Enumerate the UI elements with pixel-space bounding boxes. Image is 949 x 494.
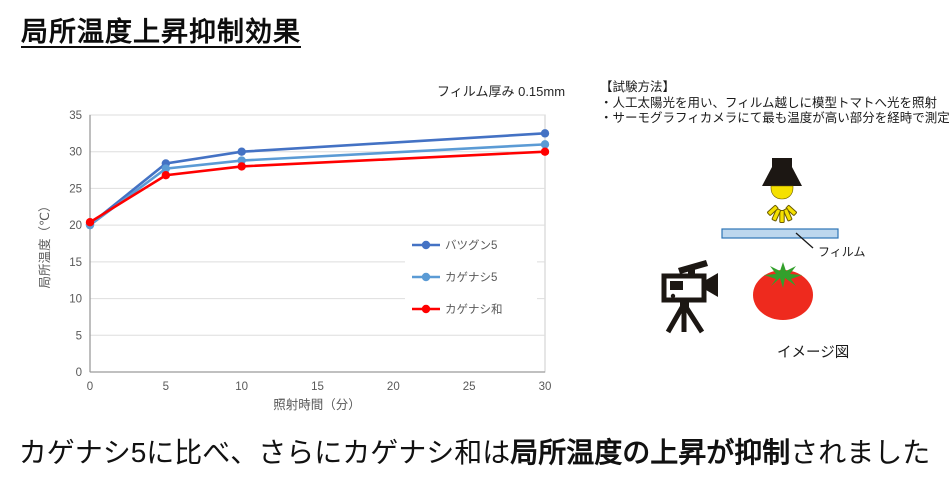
series-line bbox=[89, 143, 546, 227]
legend-label: カゲナシ5 bbox=[445, 271, 497, 284]
test-method-line: ・サーモグラフィカメラにて最も温度が高い部分を経時で測定 bbox=[600, 111, 949, 125]
test-method-block: 【試験方法】 ・人工太陽光を用い、フィルム越しに模型トマトへ光を照射 ・サーモグ… bbox=[600, 80, 949, 127]
data-point bbox=[237, 162, 246, 171]
test-method-heading: 【試験方法】 bbox=[600, 80, 676, 94]
legend-label: カゲナシ和 bbox=[445, 303, 503, 316]
svg-text:20: 20 bbox=[69, 220, 82, 232]
lamp-icon bbox=[762, 158, 802, 223]
film-thickness-note: フィルム厚み 0.15mm bbox=[437, 84, 565, 99]
legend-label: バツグン5 bbox=[445, 238, 497, 252]
film-pointer-line bbox=[795, 232, 814, 249]
data-point bbox=[161, 171, 171, 180]
svg-text:15: 15 bbox=[311, 381, 324, 393]
conclusion-text: カゲナシ5に比べ、さらにカゲナシ和は局所温度の上昇が抑制されました bbox=[0, 431, 949, 471]
conclusion-highlight: 局所温度の上昇が抑制 bbox=[510, 437, 791, 468]
data-point bbox=[237, 156, 246, 165]
video-camera-icon bbox=[661, 260, 718, 334]
light-rays bbox=[767, 204, 797, 223]
test-method-line: ・人工太陽光を用い、フィルム越しに模型トマトへ光を照射 bbox=[600, 95, 938, 110]
svg-text:35: 35 bbox=[69, 110, 82, 122]
svg-text:15: 15 bbox=[69, 257, 82, 269]
series-2 bbox=[85, 147, 550, 227]
data-point bbox=[237, 147, 246, 156]
data-point bbox=[85, 218, 95, 227]
svg-text:0: 0 bbox=[87, 381, 93, 393]
svg-text:30: 30 bbox=[69, 147, 82, 159]
series-line bbox=[89, 150, 546, 224]
tomato-icon bbox=[753, 262, 813, 320]
svg-text:5: 5 bbox=[76, 330, 82, 342]
svg-text:30: 30 bbox=[539, 381, 552, 393]
svg-text:25: 25 bbox=[69, 183, 82, 195]
svg-text:10: 10 bbox=[69, 294, 82, 306]
svg-text:0: 0 bbox=[76, 367, 82, 379]
y-tick-labels: 0 5 10 15 20 25 30 35 bbox=[69, 110, 82, 379]
svg-text:5: 5 bbox=[163, 381, 169, 393]
data-point bbox=[161, 164, 171, 173]
y-axis-title: 局所温度（℃） bbox=[37, 199, 52, 288]
svg-text:25: 25 bbox=[463, 381, 476, 393]
x-tick-labels: 0 5 10 15 20 25 30 bbox=[87, 381, 552, 393]
page-title: 局所温度上昇抑制効果 bbox=[21, 17, 301, 47]
chart-legend: バツグン5 カゲナシ5 カゲナシ和 bbox=[405, 228, 537, 324]
svg-text:20: 20 bbox=[387, 381, 400, 393]
svg-text:10: 10 bbox=[235, 381, 248, 393]
diagram-caption: イメージ図 bbox=[777, 344, 849, 361]
film-label: フィルム bbox=[818, 245, 866, 259]
tomato-calyx bbox=[764, 262, 802, 288]
conclusion-after: されました bbox=[790, 437, 931, 468]
series-line bbox=[89, 132, 546, 226]
data-point bbox=[540, 147, 550, 156]
data-point bbox=[540, 140, 550, 149]
data-point bbox=[540, 129, 550, 138]
temperature-line-chart: フィルム厚み 0.15mm 照射時間（分） 局所温度（℃） 0 5 10 15 20 25… bbox=[37, 84, 565, 412]
conclusion-before: カゲナシ5に比べ、さらにカゲナシ和は bbox=[18, 437, 511, 468]
setup-diagram: フィルム イメージ図 bbox=[661, 158, 866, 361]
film-bar bbox=[721, 228, 839, 239]
x-axis-title: 照射時間（分） bbox=[273, 397, 361, 412]
